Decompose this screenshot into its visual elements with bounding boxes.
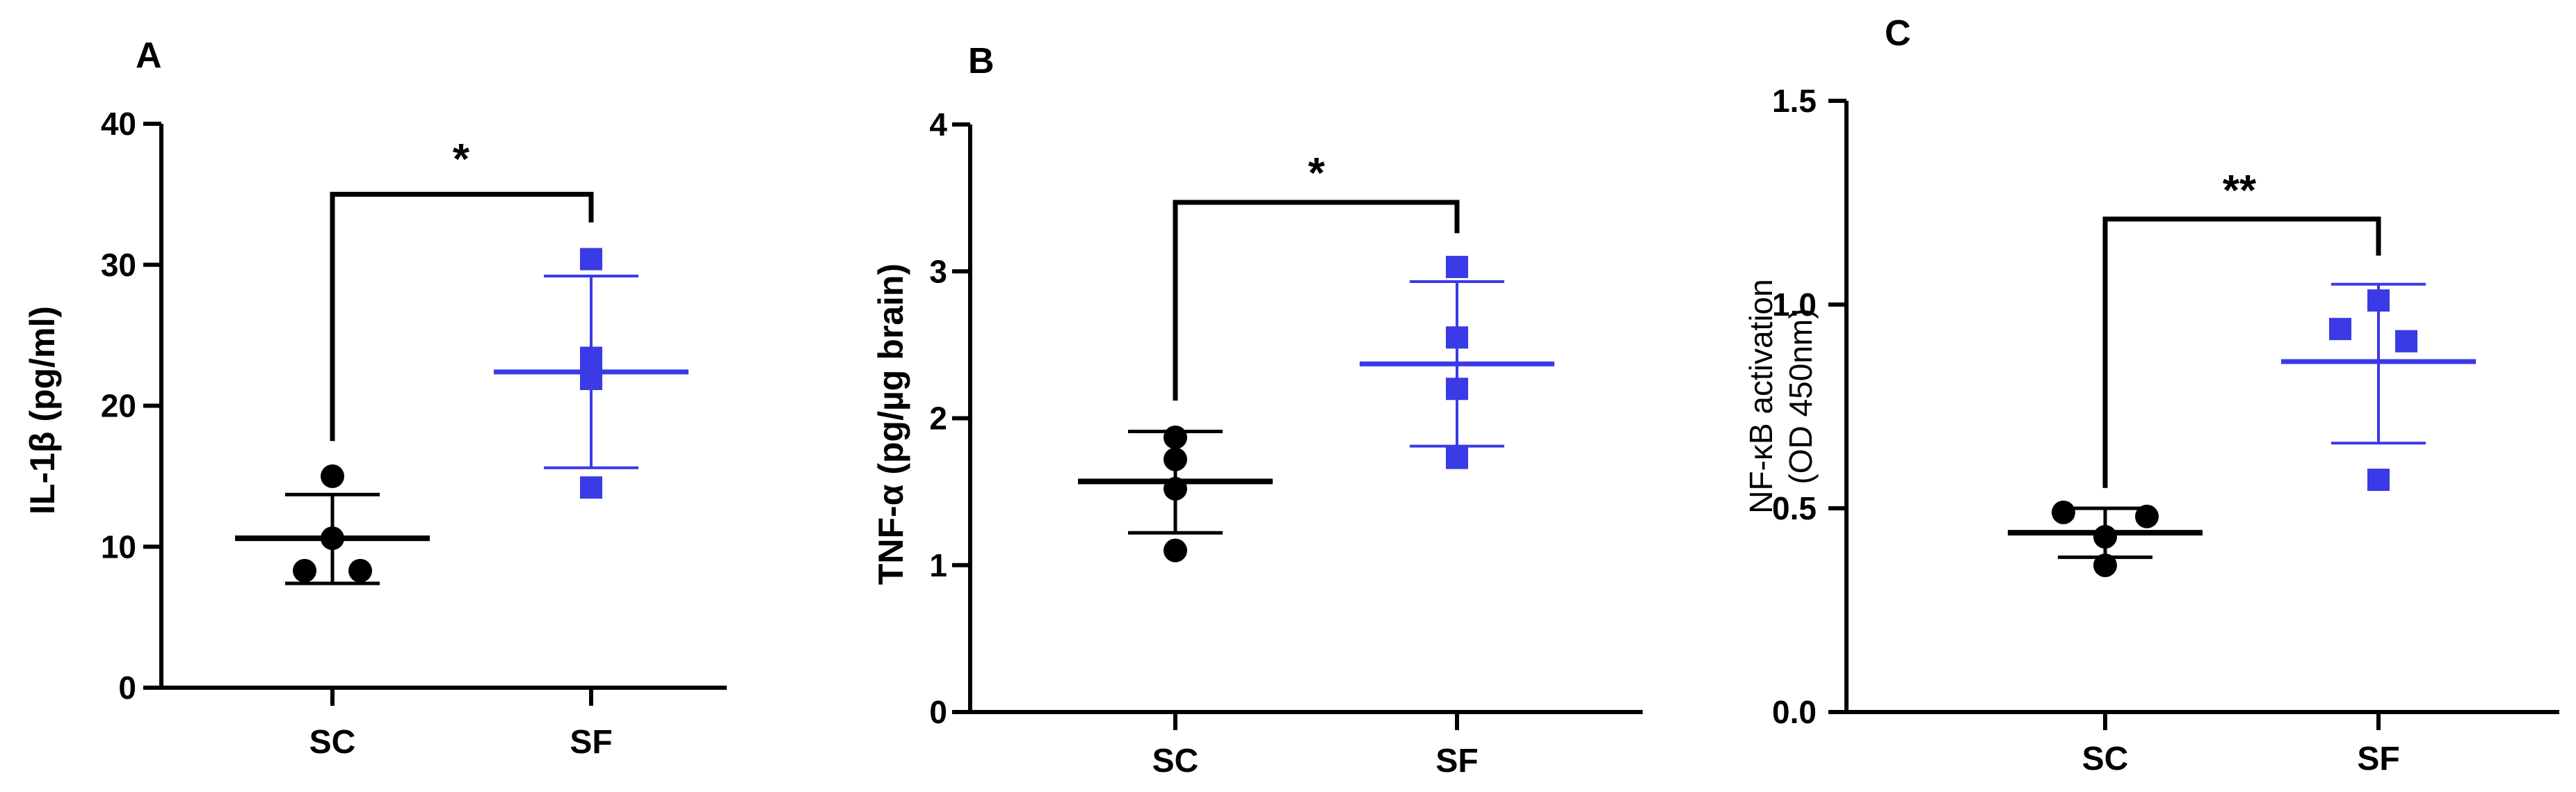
- significance-label-b: *: [1308, 149, 1326, 197]
- data-point-sf: [2367, 468, 2390, 491]
- x-category-label-sf-a: SF: [570, 724, 612, 761]
- x-category-label-sf-c: SF: [2357, 741, 2399, 777]
- y-tick-label: 0.5: [1772, 490, 1817, 526]
- x-category-label-sc-b: SC: [1152, 743, 1199, 779]
- x-category-label-sf-b: SF: [1435, 743, 1478, 779]
- data-point-sc: [321, 464, 344, 488]
- y-axis-label-b: TNF-α (pg/µg brain): [871, 264, 910, 585]
- y-tick-label: 30: [101, 247, 136, 283]
- y-tick-label: 0: [929, 694, 947, 730]
- y-tick-label: 3: [929, 253, 947, 289]
- data-point-sc: [1164, 476, 1187, 501]
- y-tick-label: 0.0: [1772, 694, 1817, 730]
- data-point-sc: [2093, 553, 2117, 578]
- panel-letter-c: C: [1885, 13, 1911, 54]
- data-point-sf: [580, 476, 602, 499]
- y-tick-label: 40: [101, 106, 136, 142]
- panel-c: C NF-κB activation (OD 450nm) SC SF ** 0…: [1743, 13, 2559, 777]
- significance-bracket: [1173, 200, 1460, 401]
- data-point-sf: [2367, 289, 2390, 312]
- data-point-sc: [293, 558, 316, 583]
- y-axis-label-c-line2: (OD 450nm): [1782, 308, 1819, 484]
- x-category-label-sc-a: SC: [309, 724, 356, 761]
- data-point-sf: [1446, 446, 1468, 469]
- data-point-sf: [580, 248, 602, 270]
- y-axis-label-c-line1: NF-κB activation: [1743, 279, 1779, 513]
- panel-letter-a: A: [136, 35, 162, 76]
- panel-a: A IL-1β (pg/ml) SC SF * 0 10 20 30 40: [23, 35, 727, 761]
- data-point-sf: [2395, 330, 2417, 353]
- data-point-sc: [1164, 425, 1187, 449]
- panel-letter-b: B: [968, 41, 995, 81]
- y-tick-label: 0: [118, 670, 136, 706]
- data-point-sf: [1446, 326, 1468, 349]
- y-tick-label: 1.0: [1772, 286, 1817, 323]
- significance-bracket: [330, 191, 594, 442]
- data-point-sf: [2329, 318, 2351, 341]
- y-tick-label: 20: [101, 388, 136, 424]
- data-point-sf: [1446, 378, 1468, 401]
- x-category-label-sc-c: SC: [2082, 741, 2129, 777]
- significance-label-a: *: [453, 136, 470, 184]
- data-point-sc: [2135, 504, 2159, 528]
- data-point-sc: [321, 526, 344, 551]
- y-tick-label: 10: [101, 528, 136, 565]
- data-point-sf: [1446, 255, 1468, 278]
- panel-b: B TNF-α (pg/µg brain) SC SF * 0 1 2 3 4: [871, 41, 1643, 779]
- data-point-sf: [580, 367, 602, 390]
- y-tick-label: 4: [929, 106, 947, 143]
- data-point-sc: [1164, 538, 1187, 563]
- significance-label-c: **: [2223, 167, 2257, 215]
- data-point-sc: [348, 558, 372, 583]
- data-point-sc: [2052, 500, 2075, 524]
- y-tick-label: 1.5: [1772, 83, 1817, 119]
- data-point-sc: [1164, 447, 1187, 471]
- data-point-sf: [580, 346, 602, 369]
- significance-bracket: [2102, 216, 2381, 488]
- y-axis-label-a: IL-1β (pg/ml): [23, 306, 62, 515]
- y-tick-label: 2: [929, 401, 947, 437]
- y-tick-label: 1: [929, 547, 947, 583]
- data-point-sc: [2093, 525, 2117, 549]
